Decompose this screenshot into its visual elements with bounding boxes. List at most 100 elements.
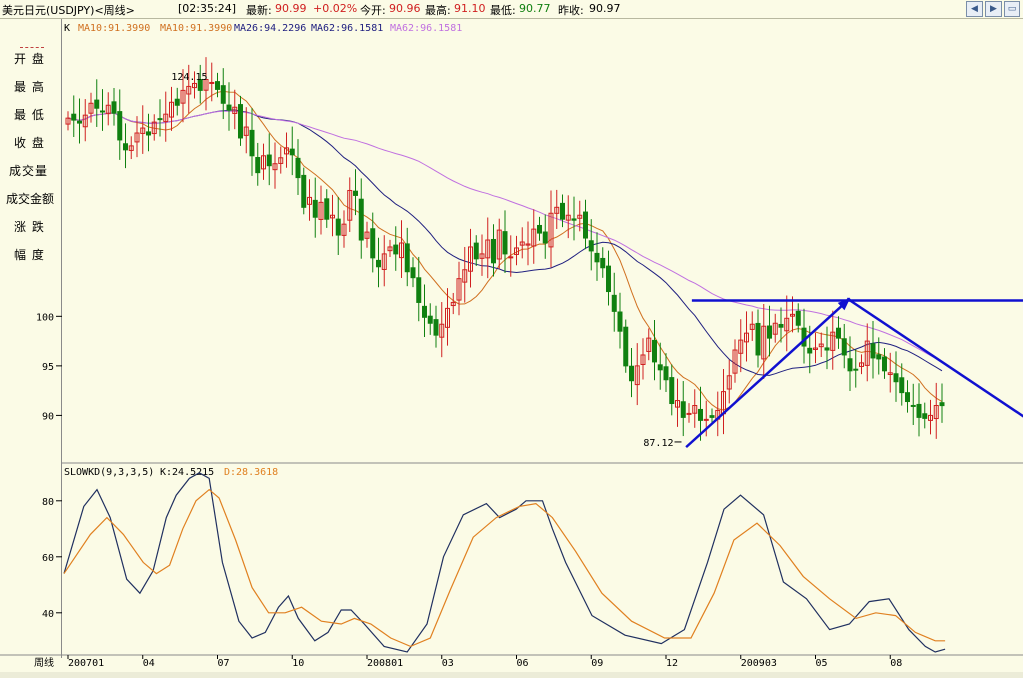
kd-axis: 40 60 80 (42, 497, 62, 620)
candle-body (100, 110, 105, 113)
candle-body (738, 339, 744, 354)
candle-body (468, 246, 473, 272)
candle-body (485, 239, 491, 259)
sidebar-item-amplitude: 幅 度 (14, 248, 45, 262)
candle-body (554, 206, 560, 214)
candle-body (450, 301, 456, 307)
sidebar-item-close: 收 盘 (14, 136, 45, 150)
candle-body (623, 326, 629, 367)
expand-button[interactable]: ▭ (1004, 1, 1020, 17)
price-tick-label: 95 (42, 362, 54, 373)
scroll-left-button[interactable]: ◀ (966, 1, 983, 17)
candle-body (502, 231, 508, 255)
candle-body (261, 155, 266, 170)
candle-body (427, 315, 433, 324)
candle-body (393, 244, 399, 255)
candle-body (663, 366, 669, 381)
candle-body (807, 347, 813, 354)
candle-body (347, 189, 353, 221)
status-bar (0, 672, 1023, 678)
candle-body (939, 402, 945, 407)
candle-body (88, 102, 94, 114)
candle-body (841, 338, 847, 356)
candle-body (916, 403, 922, 418)
prev-close-label: 昨收: (558, 4, 584, 17)
sidebar-item-high: 最 高 (14, 80, 45, 94)
kd-panel: 40 60 80 SLOWKD(9,3,3,5) K:24.5215 D:28.3618 (0, 467, 1023, 656)
candle-body (123, 143, 128, 151)
x-tick-label: 200903 (741, 658, 777, 669)
candle-body (657, 364, 663, 371)
candle-body (456, 278, 462, 301)
candle-body (387, 246, 393, 252)
candle-body (709, 415, 715, 418)
candle-body (836, 327, 841, 339)
candle-body (905, 392, 910, 403)
candle-body (853, 368, 859, 371)
candle-body (174, 98, 180, 106)
candle-body (473, 242, 479, 260)
candle-body (318, 201, 324, 220)
candle-body (491, 238, 496, 264)
candle-body (312, 199, 318, 218)
price-indicator-labels: K MA10:91.3990 MA10:91.3990 MA26:94.2296 MA6… (64, 23, 462, 34)
scroll-right-button[interactable]: ▶ (985, 1, 1002, 17)
candle-body (588, 240, 594, 252)
candle-body (824, 347, 830, 351)
candle-body (813, 347, 818, 350)
latest-value: 90.99 (275, 2, 307, 15)
x-tick-label: 04 (143, 658, 155, 669)
candle-body (226, 104, 232, 111)
candle-body (140, 127, 146, 134)
candle-body (410, 267, 416, 279)
candle-body (289, 148, 295, 156)
candle-body (542, 231, 548, 244)
candle-body (151, 121, 157, 135)
candle-body (910, 404, 916, 407)
candle-body (652, 339, 657, 363)
candle-body (525, 243, 531, 246)
sidebar-item-change: 涨 跌 (14, 220, 45, 234)
candle-body (146, 131, 151, 136)
candle-body (376, 259, 381, 268)
x-tick-label: 05 (816, 658, 828, 669)
candle-body (548, 212, 554, 248)
price-annotations: 124.15 87.12 (171, 72, 682, 449)
candle-body (508, 256, 514, 259)
candle-body (404, 243, 410, 273)
x-tick-label: 03 (442, 658, 454, 669)
candle-body (928, 414, 933, 421)
candle-body (220, 85, 226, 104)
candle-body (370, 228, 376, 259)
candle-body (629, 365, 634, 382)
candle-body (767, 325, 772, 339)
candle-body (243, 126, 249, 136)
kd-lines (63, 472, 946, 653)
candle-body (830, 331, 836, 351)
price-tick-label: 100 (36, 312, 54, 323)
candle-body (749, 323, 755, 330)
sidebar-item-open: 开 盘 (14, 52, 45, 66)
indicator-label: MA62:96.1581 (311, 23, 383, 34)
trend-line (685, 297, 851, 449)
indicator-label: K (64, 23, 70, 34)
change-value: +0.02% (313, 2, 358, 15)
candle-body (818, 343, 824, 348)
x-tick-label: 200701 (68, 658, 104, 669)
candle-body (232, 106, 238, 114)
candle-body (519, 241, 525, 246)
indicator-label: MA10:91.3990 (160, 23, 232, 34)
x-tick-label: 08 (890, 658, 902, 669)
candle-body (203, 78, 209, 91)
candle-body (117, 111, 123, 141)
candle-body (847, 358, 853, 372)
candle-body (169, 101, 174, 118)
candle-body (105, 104, 111, 115)
sidebar-item-turnover: 成交金额 (6, 192, 55, 206)
candle-body (744, 332, 749, 343)
candle-body (324, 198, 330, 220)
candle-body (646, 337, 652, 352)
candle-body (606, 265, 611, 293)
